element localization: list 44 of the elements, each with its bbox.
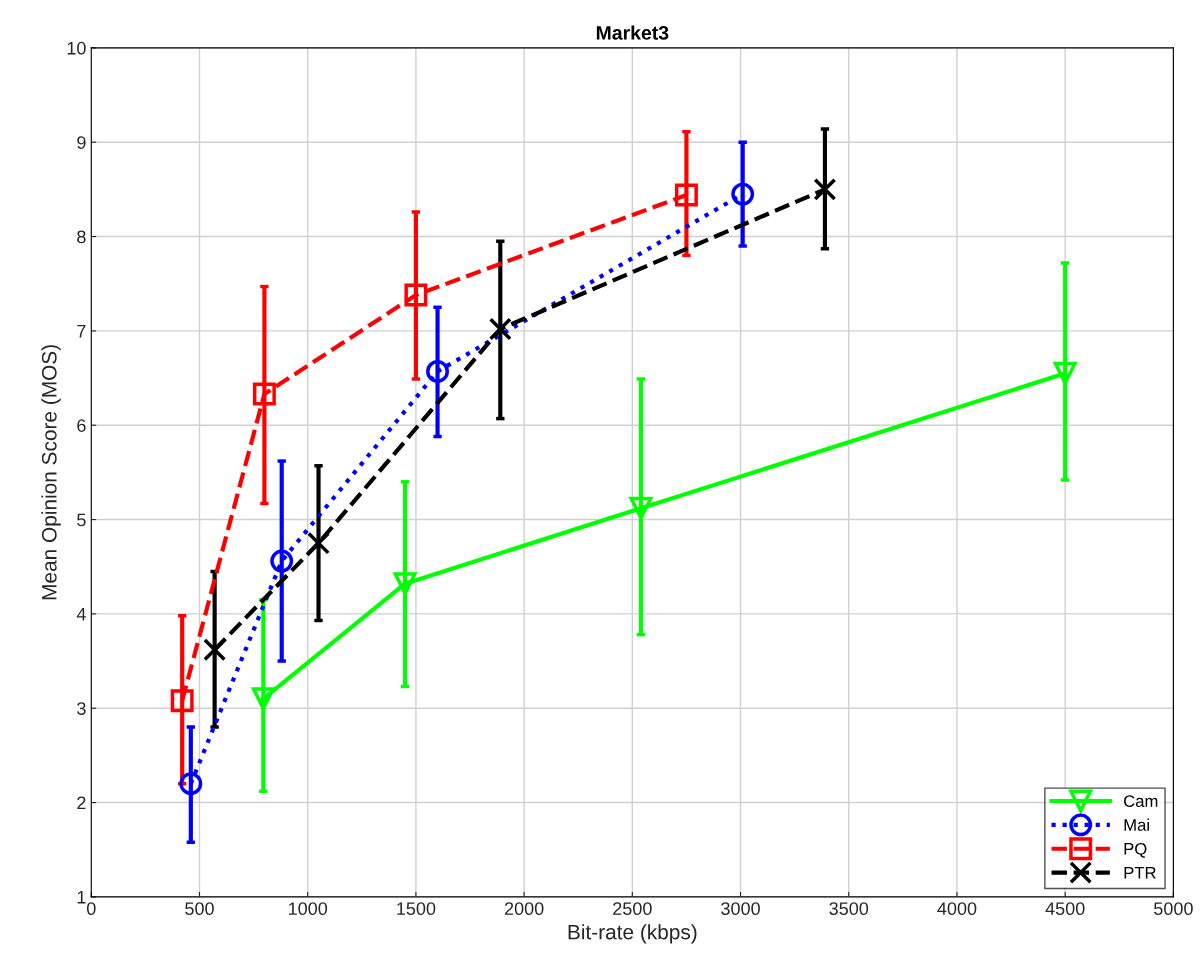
x-tick-label: 4500 bbox=[1045, 902, 1085, 916]
y-tick-label: 9 bbox=[77, 136, 86, 149]
x-tick-label: 1000 bbox=[288, 902, 328, 916]
point bbox=[179, 772, 203, 796]
y-tick-label: 1 bbox=[77, 891, 86, 904]
x-axis-title: Bit-rate (kbps) bbox=[568, 924, 697, 944]
x-tick-label: 5000 bbox=[1154, 902, 1193, 916]
y-tick-label: 8 bbox=[77, 230, 86, 244]
point bbox=[203, 638, 227, 662]
point bbox=[426, 359, 450, 383]
x-tick-label: 0 bbox=[86, 902, 96, 916]
y-tick-label: 10 bbox=[67, 41, 86, 55]
legend-label: Cam bbox=[1124, 795, 1158, 807]
point bbox=[629, 496, 653, 520]
y-tick-label: 6 bbox=[77, 419, 86, 432]
x-tick-label: 3000 bbox=[721, 902, 760, 916]
y-axis-title: Mean Opinion Score (MOS) bbox=[41, 345, 61, 600]
point bbox=[1053, 361, 1077, 385]
point bbox=[674, 183, 698, 207]
x-tick-label: 500 bbox=[185, 902, 214, 916]
x-tick-label: 2000 bbox=[504, 902, 544, 916]
point bbox=[731, 182, 755, 206]
x-tick-label: 3500 bbox=[829, 902, 869, 916]
legend-label: PTR bbox=[1124, 866, 1156, 879]
y-tick-label: 5 bbox=[77, 513, 86, 527]
point bbox=[393, 572, 417, 596]
point bbox=[252, 382, 276, 406]
y-tick-label: 4 bbox=[76, 608, 86, 621]
point bbox=[307, 531, 330, 555]
point bbox=[488, 317, 512, 341]
y-tick-label: 3 bbox=[77, 702, 86, 715]
point bbox=[170, 689, 194, 713]
point bbox=[251, 687, 275, 711]
chart-title: Market3 bbox=[596, 25, 669, 40]
point bbox=[270, 549, 294, 573]
point bbox=[813, 177, 837, 201]
point bbox=[404, 283, 428, 307]
y-tick-label: 2 bbox=[77, 796, 86, 810]
x-tick-label: 1500 bbox=[397, 902, 436, 916]
legend-label: Mai bbox=[1124, 818, 1149, 831]
y-tick-label: 7 bbox=[77, 325, 86, 338]
x-tick-label: 2500 bbox=[613, 902, 652, 916]
x-tick-label: 4000 bbox=[937, 902, 977, 916]
legend-label: PQ bbox=[1124, 842, 1147, 858]
